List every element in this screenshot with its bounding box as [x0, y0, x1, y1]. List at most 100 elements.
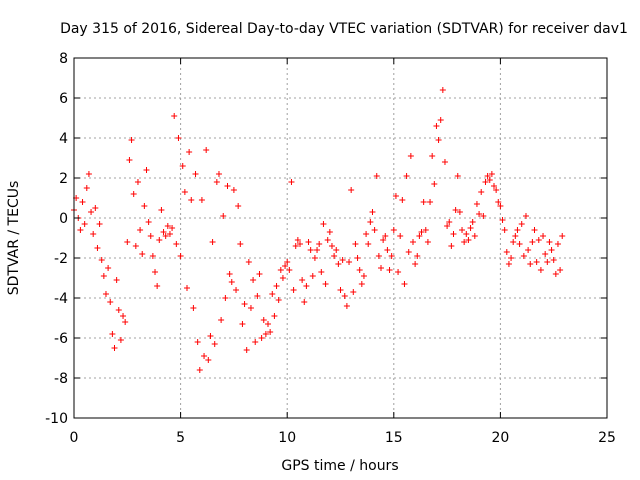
data-point: [358, 281, 365, 287]
y-tick-label: 0: [59, 211, 68, 227]
data-point: [92, 205, 99, 211]
axes: 0 5 10 15 20 25 -10 -8 -6 -4 -2 0 2 4 6 8: [45, 51, 616, 446]
data-point: [288, 179, 295, 185]
data-point: [305, 239, 312, 245]
data-point: [478, 189, 485, 195]
data-point: [473, 201, 480, 207]
x-tick-label: 5: [176, 430, 185, 446]
y-tick-label: -8: [54, 371, 68, 387]
data-point: [269, 291, 276, 297]
data-point: [388, 253, 395, 259]
data-point: [301, 299, 308, 305]
data-point: [260, 317, 267, 323]
data-point: [247, 305, 254, 311]
y-tick-label: 6: [59, 91, 68, 107]
y-tick-label: 2: [59, 171, 68, 187]
data-point: [548, 247, 555, 253]
data-point: [169, 225, 176, 231]
data-point: [111, 345, 118, 351]
data-point: [559, 233, 566, 239]
data-point: [418, 229, 425, 235]
y-tick-label: 4: [59, 131, 68, 147]
data-point: [290, 287, 297, 293]
data-point: [154, 283, 161, 289]
data-point: [407, 153, 414, 159]
data-point: [320, 221, 327, 227]
data-point: [164, 223, 171, 229]
data-point: [529, 239, 536, 245]
data-point: [299, 277, 306, 283]
data-point: [218, 317, 225, 323]
data-point: [546, 239, 553, 245]
data-point: [245, 259, 252, 265]
data-point: [463, 231, 470, 237]
data-point: [501, 227, 508, 233]
y-axis-label: SDTVAR / TECUs: [6, 181, 22, 296]
data-point: [160, 229, 167, 235]
data-point: [380, 237, 387, 243]
data-point: [228, 279, 235, 285]
data-point: [488, 171, 495, 177]
data-point: [403, 173, 410, 179]
data-point: [439, 87, 446, 93]
data-point: [414, 253, 421, 259]
data-point: [367, 219, 374, 225]
data-point: [309, 273, 316, 279]
data-point: [360, 273, 367, 279]
data-point: [156, 237, 163, 243]
data-point: [356, 267, 363, 273]
data-point: [525, 247, 532, 253]
data-point: [190, 305, 197, 311]
data-point: [166, 231, 173, 237]
data-point: [96, 221, 103, 227]
data-point: [441, 159, 448, 165]
data-point: [467, 225, 474, 231]
data-point: [401, 281, 408, 287]
data-point: [535, 237, 542, 243]
data-point: [79, 199, 86, 205]
data-point: [533, 259, 540, 265]
data-point: [456, 209, 463, 215]
data-point: [540, 233, 547, 239]
data-point: [493, 187, 500, 193]
data-point: [348, 187, 355, 193]
data-point: [186, 149, 193, 155]
data-point: [275, 297, 282, 303]
data-point: [209, 239, 216, 245]
data-point: [316, 241, 323, 247]
data-point: [162, 233, 169, 239]
data-point: [542, 251, 549, 257]
data-point: [173, 241, 180, 247]
data-point: [363, 231, 370, 237]
data-point: [145, 219, 152, 225]
data-point: [459, 227, 466, 233]
data-point: [497, 203, 504, 209]
data-point: [339, 257, 346, 263]
x-tick-label: 20: [491, 430, 509, 446]
data-point: [424, 239, 431, 245]
data-point: [437, 117, 444, 123]
data-point: [552, 271, 559, 277]
data-point: [243, 347, 250, 353]
data-point: [213, 179, 220, 185]
data-point: [495, 199, 502, 205]
data-point: [354, 255, 361, 261]
data-point: [130, 191, 137, 197]
data-point: [520, 253, 527, 259]
data-point: [333, 247, 340, 253]
data-point: [262, 331, 269, 337]
x-axis-label: GPS time / hours: [281, 458, 398, 474]
data-point: [435, 137, 442, 143]
data-point: [203, 147, 210, 153]
data-point: [282, 263, 289, 269]
y-tick-label: -2: [54, 251, 68, 267]
data-point: [486, 177, 493, 183]
data-point: [296, 241, 303, 247]
data-point: [294, 237, 301, 243]
data-point: [194, 339, 201, 345]
data-point: [256, 271, 263, 277]
x-tick-label: 25: [598, 430, 616, 446]
data-point: [465, 237, 472, 243]
data-point: [175, 135, 182, 141]
